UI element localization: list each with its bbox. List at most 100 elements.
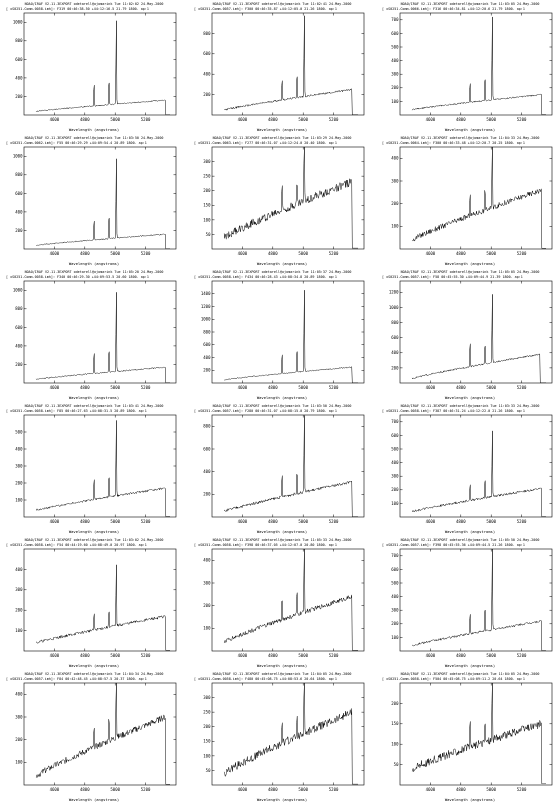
chart-title: NOAO/IRAF V2.11.3EXPORT odetarell@ojomar… [212,2,352,6]
spectrum-line [36,564,170,651]
spectrum-plot: 4600 4800 5000 5200 200 400 600 800 1000 [13,280,177,390]
x-tick-label: 4600 [238,787,248,792]
y-tick-label: 300 [391,178,399,183]
x-tick-label: 5200 [141,117,151,122]
x-tick-label: 5000 [110,117,120,122]
x-tick-label: 4800 [80,385,90,390]
y-tick-label: 100 [15,628,23,633]
y-tick-label: 600 [391,567,399,572]
chart-title: NOAO/IRAF V2.11.3EXPORT odetarell@ojomar… [24,404,164,408]
chart-title: NOAO/IRAF V2.11.3EXPORT odetarell@ojomar… [212,404,352,408]
x-axis-label: Wavelength (angstroms) [444,797,496,802]
spectrum-plot: 4600 4800 5000 5200 200 400 600 800 1000 [13,146,177,256]
y-tick-label: 300 [203,695,211,700]
y-tick-label: 600 [15,325,23,330]
y-tick-label: 600 [391,31,399,36]
spectrum-panel: NOAO/IRAF V2.11.3EXPORT odetarell@ojomar… [6,538,182,668]
y-tick-label: 1200 [389,290,399,295]
plot-frame [399,146,553,250]
x-tick-label: 5000 [486,251,496,256]
x-tick-label: 4800 [268,653,278,658]
plot-frame [23,12,177,116]
spectrum-line [35,682,170,785]
y-tick-label: 150 [203,203,211,208]
x-tick-label: 4600 [50,787,60,792]
y-tick-label: 500 [391,580,399,585]
chart-title: NOAO/IRAF V2.11.3EXPORT odetarell@ojomar… [400,2,540,6]
y-tick-label: 100 [15,497,23,502]
x-tick-label: 5000 [110,385,120,390]
y-tick-label: 50 [206,232,211,237]
y-tick-label: 500 [15,429,23,434]
chart-subtitle: [ xS0251-Comm.0058.imh]: F480 00:45:08.7… [194,676,337,681]
x-tick-label: 4800 [80,787,90,792]
x-axis-label: Wavelength (angstroms) [444,127,496,132]
x-tick-label: 4600 [426,519,436,524]
x-axis-label: Wavelength (angstroms) [68,395,120,400]
chart-subtitle: [ xS0251-Comm.0057.imh]: F300 00:46:35.8… [194,6,337,11]
spectrum-line [223,682,358,785]
x-tick-label: 5200 [517,519,527,524]
spectrum-panel: NOAO/IRAF V2.11.3EXPORT odetarell@ojomar… [6,270,182,400]
x-tick-label: 4800 [268,519,278,524]
plot-frame [211,146,365,250]
y-tick-label: 250 [203,710,211,715]
x-tick-label: 4600 [426,251,436,256]
x-tick-label: 4800 [456,787,466,792]
x-tick-label: 4600 [50,519,60,524]
y-tick-label: 700 [391,17,399,22]
chart-subtitle: [ xS0251-Comm.0063.imh]: F277 00:46:31.0… [194,140,337,145]
x-tick-label: 5000 [486,787,496,792]
x-axis-label: Wavelength (angstroms) [444,663,496,668]
plot-frame [23,280,177,384]
plot-frame [399,280,553,384]
plot-frame [211,12,365,116]
x-tick-label: 4600 [426,117,436,122]
y-tick-label: 800 [203,31,211,36]
y-tick-label: 400 [15,446,23,451]
spectrum-plot: 4600 4800 5000 5200 100 200 300 400 [15,548,177,658]
y-tick-label: 600 [203,342,211,347]
spectrum-panel: NOAO/IRAF V2.11.3EXPORT odetarell@ojomar… [194,2,370,132]
x-tick-label: 5000 [110,653,120,658]
y-tick-label: 600 [391,335,399,340]
spectrum-plot: 4600 4800 5000 5200 200 400 600 800 1000 1200 [389,280,553,390]
x-tick-label: 4800 [80,653,90,658]
spectrum-plot: 4600 4800 5000 5200 50 100 150 200 [391,682,553,792]
chart-subtitle: [ xS0251-Comm.0057.imh]: F280 00:46:31.0… [194,408,337,413]
spectrum-panel: NOAO/IRAF V2.11.3EXPORT odetarell@ojomar… [6,672,182,802]
spectrum-line [224,290,358,384]
y-tick-label: 100 [391,635,399,640]
x-axis-label: Wavelength (angstroms) [444,261,496,266]
y-tick-label: 50 [206,768,211,773]
y-tick-label: 100 [203,753,211,758]
x-tick-label: 4600 [50,385,60,390]
y-tick-label: 100 [391,99,399,104]
chart-subtitle: [ xS0251-Comm.0058.imh]: F504 00:45:08.7… [382,676,525,681]
chart-subtitle: [ xS0251-Comm.0058.imh]: F387 00:46:31.2… [382,408,525,413]
x-tick-label: 5200 [141,519,151,524]
x-axis-label: Wavelength (angstroms) [256,127,308,132]
spectrum-plot: 4600 4800 5000 5200 100 200 300 400 [15,682,177,792]
x-tick-label: 5000 [298,385,308,390]
x-axis-label: Wavelength (angstroms) [256,529,308,534]
x-axis-label: Wavelength (angstroms) [256,395,308,400]
y-tick-label: 600 [203,51,211,56]
y-tick-label: 200 [203,92,211,97]
y-tick-label: 200 [203,368,211,373]
y-tick-label: 300 [15,587,23,592]
x-tick-label: 4600 [426,653,436,658]
chart-title: NOAO/IRAF V2.11.3EXPORT odetarell@ojomar… [212,270,352,274]
x-tick-label: 5200 [141,385,151,390]
y-tick-label: 300 [391,72,399,77]
y-tick-label: 400 [203,469,211,474]
x-tick-label: 5200 [517,117,527,122]
spectrum-line [412,548,546,651]
x-axis-label: Wavelength (angstroms) [68,529,120,534]
y-tick-label: 800 [15,172,23,177]
chart-subtitle: [ xS0251-Comm.0058.imh]: F54 00:44:19.60… [6,542,147,547]
y-tick-label: 1000 [13,20,23,25]
y-tick-label: 300 [15,463,23,468]
x-tick-label: 5000 [486,653,496,658]
